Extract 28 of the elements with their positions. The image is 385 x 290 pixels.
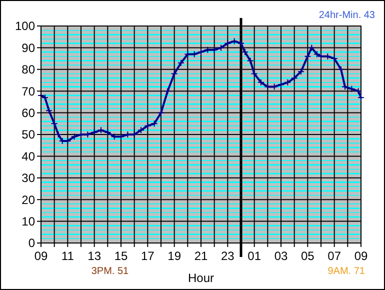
y-tick-label: 60 [22, 106, 36, 120]
y-tick-label: 80 [22, 62, 36, 77]
x-tick-label: 19 [168, 249, 182, 263]
x-tick-label: 09 [354, 249, 368, 263]
y-tick-label: 100 [14, 19, 36, 34]
text: 9AM. 71 [328, 266, 366, 277]
x-tick-label: 05 [300, 249, 315, 263]
y-tick-label: 20 [22, 192, 36, 207]
x-tick-label: 09 [34, 249, 48, 263]
y-tick-label: 40 [22, 149, 36, 164]
x-tick-label: 01 [248, 249, 262, 263]
text: 3PM. 51 [91, 266, 130, 277]
x-tick-label: 03 [274, 249, 288, 263]
x-tick-label: 17 [140, 249, 155, 263]
x-tick-label: 07 [328, 249, 342, 263]
x-tick-label: 13 [88, 249, 102, 263]
y-tick-label: 70 [22, 84, 36, 98]
x-tick-label: 23 [220, 249, 235, 263]
x-tick-label: 15 [114, 249, 128, 263]
x-tick-label: 21 [194, 249, 208, 263]
y-tick-label: 0 [28, 236, 36, 250]
y-tick-label: 30 [22, 171, 36, 186]
x-tick-label: 11 [61, 249, 74, 263]
y-tick-label: 10 [22, 214, 36, 228]
x-axis-title: Hour [188, 271, 214, 285]
y-tick-label: 90 [22, 40, 36, 55]
text: 24hr-Min. 43 [318, 10, 376, 21]
y-tick-label: 50 [22, 128, 36, 142]
